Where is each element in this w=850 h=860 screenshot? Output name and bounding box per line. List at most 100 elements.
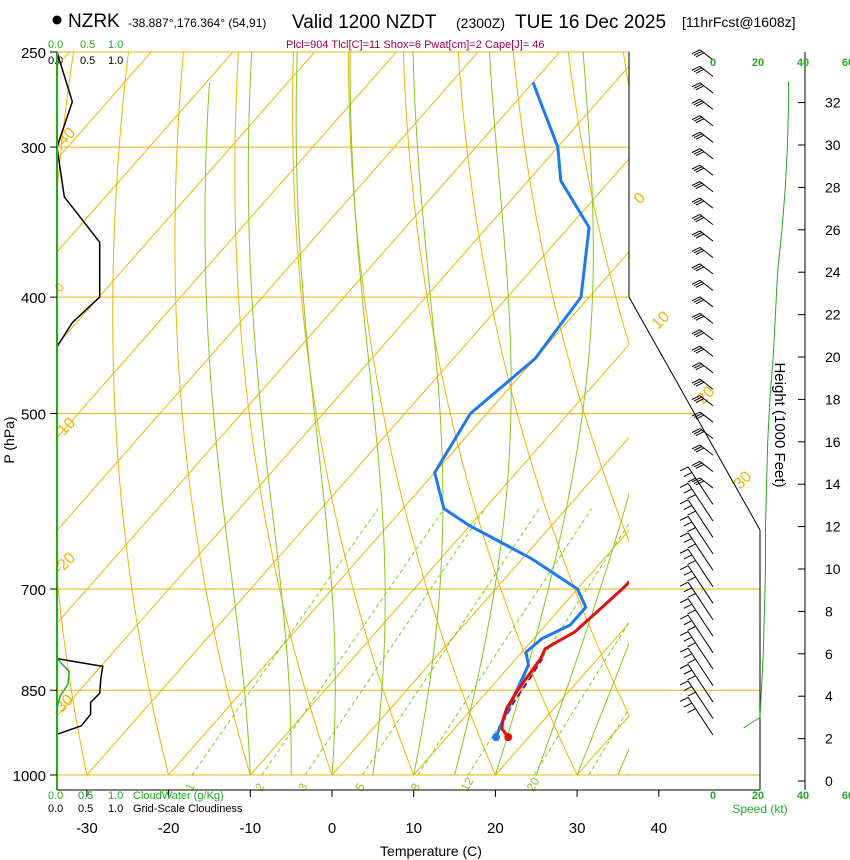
wind-barb-flag bbox=[683, 521, 693, 527]
wind-barb-flag bbox=[695, 134, 705, 140]
wind-barb-flag bbox=[687, 593, 696, 598]
wind-barb-flag bbox=[693, 149, 703, 155]
wind-barb-flag bbox=[693, 67, 703, 73]
wind-barb bbox=[699, 312, 714, 324]
moist-adiabat--10 bbox=[204, 82, 251, 775]
wind-barb-flag bbox=[691, 279, 701, 285]
isotherm--70 bbox=[57, 52, 398, 439]
speed-bottom-tick-40: 40 bbox=[797, 790, 809, 802]
wind-barb-flag bbox=[695, 365, 705, 371]
wind-barb-flag bbox=[679, 482, 689, 488]
isotherm-40 bbox=[636, 0, 850, 800]
height-tick-label-6: 6 bbox=[825, 646, 833, 662]
wind-barb-flag bbox=[695, 233, 705, 239]
wind-barb bbox=[699, 65, 714, 77]
valid-time: Valid 1200 NZDT bbox=[292, 12, 437, 33]
wind-barb-flag bbox=[693, 330, 703, 336]
wind-barb-flag bbox=[679, 548, 689, 554]
wind-barb-flag bbox=[679, 696, 689, 702]
wind-barb-flag bbox=[691, 230, 701, 236]
wind-barb bbox=[687, 697, 714, 736]
wind-barb-flag bbox=[687, 494, 696, 500]
top-green-tick-0: 0.0 bbox=[48, 39, 63, 51]
wind-barb bbox=[687, 680, 714, 719]
isotherm-20 bbox=[494, 622, 629, 775]
x-tick-label--10: -10 bbox=[239, 820, 261, 837]
moist-adiabat-30 bbox=[576, 642, 629, 775]
isotherm-10 bbox=[413, 529, 629, 775]
mixing-ratio-label-3: 3 bbox=[295, 780, 311, 793]
p-tick-label-400: 400 bbox=[21, 290, 46, 307]
height-tick-label-16: 16 bbox=[825, 434, 841, 450]
wind-barb-flag bbox=[687, 642, 696, 648]
wind-barb-flag bbox=[693, 429, 703, 435]
wind-barb-flag bbox=[691, 164, 701, 170]
wind-barb-flag bbox=[691, 460, 701, 466]
moist-adiabat--5 bbox=[247, 52, 292, 775]
dry-adiabat-10 bbox=[292, 52, 415, 775]
wind-barb-flag bbox=[693, 116, 703, 122]
x-tick-label--30: -30 bbox=[76, 820, 98, 837]
dry-adiabat-60 bbox=[567, 52, 629, 346]
utc-time: (2300Z) bbox=[456, 15, 505, 31]
isotherm--90 bbox=[57, 52, 234, 253]
wind-barb bbox=[699, 477, 714, 489]
wind-barb bbox=[699, 461, 714, 472]
wind-barb bbox=[687, 647, 714, 686]
y-axis-label: P (hPa) bbox=[1, 416, 17, 463]
x-tick-label-30: 30 bbox=[569, 820, 586, 837]
wind-barb-flag bbox=[693, 264, 703, 270]
wind-barb-flag bbox=[693, 83, 703, 89]
moist-adiabat-5 bbox=[349, 52, 386, 775]
wind-barb bbox=[699, 378, 714, 390]
wind-barb bbox=[687, 483, 714, 522]
dry-adiabat-50 bbox=[512, 52, 629, 543]
top-black-tick-1: 0.5 bbox=[80, 55, 95, 67]
wind-barb-flag bbox=[679, 614, 689, 620]
mixing-line-5 bbox=[361, 508, 540, 775]
wind-barb-flag bbox=[695, 250, 705, 255]
height-tick-label-28: 28 bbox=[825, 179, 841, 195]
wind-barb-flag bbox=[693, 248, 703, 254]
height-tick-label-26: 26 bbox=[825, 222, 841, 238]
mixing-ratio-label-5: 5 bbox=[352, 780, 368, 793]
wind-barb bbox=[699, 164, 714, 176]
wind-barb bbox=[699, 362, 714, 374]
top-panel-axis: 0.0 0.5 1.0 0.0 0.5 1.0 bbox=[48, 39, 123, 67]
top-black-tick-2: 1.0 bbox=[108, 55, 123, 67]
dry-adiabat-40 bbox=[457, 52, 629, 717]
wind-barb-flag bbox=[679, 565, 689, 571]
wind-barb bbox=[699, 279, 714, 291]
surface-temp-dot bbox=[504, 733, 513, 742]
wind-barb-flag bbox=[687, 543, 696, 549]
cw-tick-1: 0.5 bbox=[78, 790, 93, 802]
moist-adiabat-15 bbox=[454, 52, 512, 775]
height-tick-label-2: 2 bbox=[825, 731, 833, 747]
wind-barb-flag bbox=[691, 395, 701, 401]
isotherm-label-10: 10 bbox=[649, 308, 674, 333]
wind-barb-flag bbox=[695, 398, 705, 404]
wind-barb-flag bbox=[695, 299, 705, 305]
height-tick-label-18: 18 bbox=[825, 391, 841, 407]
wind-barb-flag bbox=[695, 167, 705, 173]
wind-barb-flag bbox=[683, 505, 693, 510]
wind-barb-flag bbox=[693, 462, 703, 468]
mixing-line-12 bbox=[467, 522, 629, 775]
height-tick-label-12: 12 bbox=[825, 519, 841, 535]
wind-barb-flag bbox=[693, 478, 703, 484]
top-green-tick-2: 1.0 bbox=[108, 39, 123, 51]
station-dot-icon bbox=[52, 15, 62, 25]
isotherm--110 bbox=[57, 52, 71, 68]
speed-top-tick-60: 60 bbox=[842, 57, 850, 69]
isotherm--80 bbox=[57, 52, 316, 346]
wind-barb bbox=[699, 247, 714, 258]
wind-barb-flag bbox=[693, 297, 703, 303]
wind-barb-flag bbox=[693, 133, 703, 139]
isotherm--100 bbox=[57, 52, 152, 160]
wind-barb-flag bbox=[693, 314, 703, 320]
wind-barb-flag bbox=[683, 620, 693, 626]
wind-barb-flag bbox=[683, 554, 693, 560]
mixing-ratio-label-12: 12 bbox=[458, 775, 477, 794]
moist-adiabat-35 bbox=[617, 748, 629, 775]
